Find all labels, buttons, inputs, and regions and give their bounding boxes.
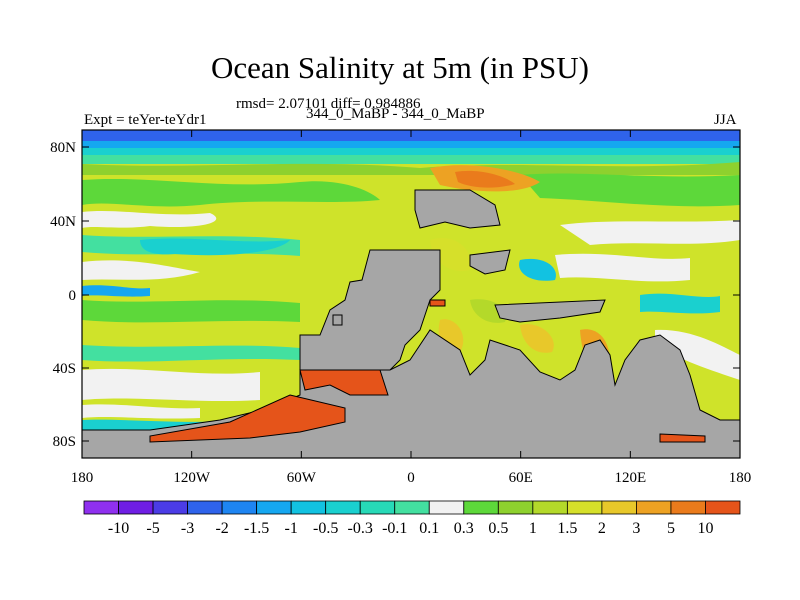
colorbar-swatch — [636, 500, 672, 515]
colorbar-swatch — [187, 500, 223, 515]
colorbar-label: 5 — [667, 520, 675, 537]
lon-tick-label: 180 — [729, 470, 752, 486]
lon-tick-label: 0 — [407, 470, 415, 486]
colorbar-swatch — [566, 500, 603, 515]
colorbar-swatch — [670, 500, 706, 515]
hotspot-shelf-c — [659, 433, 706, 443]
colorbar-label: -0.1 — [382, 520, 407, 537]
colorbar-swatch — [325, 500, 361, 515]
colorbar-swatch — [394, 500, 430, 515]
colorbar-label: 1.5 — [557, 520, 577, 537]
colorbar-swatch — [152, 500, 188, 515]
colorbar-swatch — [705, 500, 741, 515]
land-north — [414, 189, 501, 229]
hotspot-spot — [429, 299, 446, 307]
lat-tick-label: 80S — [53, 434, 76, 450]
colorbar-swatch — [497, 500, 534, 515]
colorbar-label: -10 — [108, 520, 129, 537]
hotspot-shelf-a — [299, 369, 389, 396]
lon-tick-label: 60E — [509, 470, 533, 486]
colorbar-label: 0.1 — [419, 520, 439, 537]
colorbar — [83, 500, 741, 515]
colorbar-swatch — [601, 500, 637, 515]
colorbar-label: 2 — [598, 520, 606, 537]
map-field — [82, 130, 740, 458]
colorbar-label: 10 — [697, 520, 713, 537]
colorbar-swatch — [118, 500, 154, 515]
colorbar-label: 3 — [632, 520, 640, 537]
colorbar-label: -1.5 — [244, 520, 269, 537]
hotspot-shelf-b — [149, 394, 346, 443]
stats-label: rmsd= 2.07101 diff= 0.984886 — [236, 96, 421, 112]
colorbar-swatch — [532, 500, 568, 515]
colorbar-label: -2 — [215, 520, 228, 537]
experiment-label: Expt = teYer-teYdr1 — [84, 112, 207, 128]
colorbar-swatch — [221, 500, 258, 515]
land-island-b — [494, 299, 606, 323]
colorbar-swatch — [83, 500, 119, 515]
colorbar-label: -0.5 — [313, 520, 338, 537]
colorbar-label: 0.5 — [488, 520, 508, 537]
lat-tick-label: 80N — [50, 140, 76, 156]
lon-tick-label: 120W — [173, 470, 211, 486]
colorbar-label: 1 — [529, 520, 537, 537]
latitude-axis: 80N 40N 0 40S 80S — [50, 140, 740, 450]
colorbar-swatch — [256, 500, 292, 515]
period-label: 344_0_MaBP - 344_0_MaBP — [306, 106, 485, 122]
lat-tick-label: 0 — [69, 288, 77, 304]
longitude-axis: 180 120W 60W 0 60E 120E 180 — [71, 130, 752, 486]
colorbar-swatch — [359, 500, 396, 515]
lat-tick-label: 40N — [50, 214, 76, 230]
land-island-c — [332, 314, 343, 326]
map-title: Ocean Salinity at 5m (in PSU) — [211, 50, 589, 85]
colorbar-label: -3 — [181, 520, 194, 537]
lon-tick-label: 180 — [71, 470, 94, 486]
colorbar-swatch — [428, 500, 465, 515]
lon-tick-label: 120E — [614, 470, 646, 486]
lon-tick-label: 60W — [287, 470, 317, 486]
colorbar-label: 0.3 — [454, 520, 474, 537]
colorbar-label: -1 — [284, 520, 297, 537]
colorbar-label: -0.3 — [348, 520, 373, 537]
colorbar-swatch — [290, 500, 327, 515]
colorbar-labels: -10 -5 -3 -2 -1.5 -1 -0.5 -0.3 -0.1 0.1 0.3 0.5 1 1.5… — [108, 520, 714, 537]
colorbar-label: -5 — [146, 520, 159, 537]
season-label: JJA — [714, 112, 737, 128]
lat-tick-label: 40S — [53, 361, 76, 377]
colorbar-swatch — [463, 500, 499, 515]
land-island-a — [469, 249, 511, 275]
